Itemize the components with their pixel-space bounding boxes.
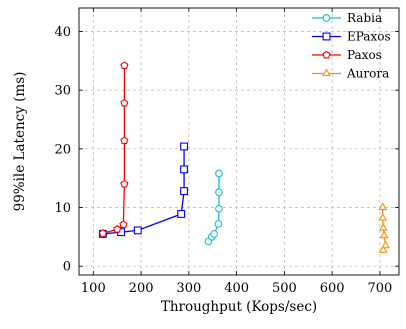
legend-item-rabia: Rabia [312,11,382,25]
epaxos-point [177,210,186,218]
rabia-point [215,188,223,197]
x-tick-label: 600 [320,281,345,296]
paxos-point [120,61,129,69]
aurora-point [378,202,388,211]
x-tick-label: 400 [224,281,249,296]
rabia-point [210,230,219,238]
legend-label-epaxos: EPaxos [347,30,391,44]
paxos-line [102,65,126,234]
series-layer [98,61,391,253]
x-tick-label: 200 [129,281,154,296]
series-epaxos [98,142,189,238]
aurora-point [378,222,388,231]
aurora-point [378,245,388,253]
grid-lines [79,8,399,275]
rabia-point [215,169,223,178]
y-axis-label: 99%ile Latency (ms) [12,72,28,212]
paxos-point [120,98,129,107]
series-paxos [98,61,129,237]
y-tick-label: 10 [54,201,71,216]
y-tick-label: 20 [54,142,71,157]
x-tick-label: 700 [367,281,392,296]
epaxos-point [180,187,189,196]
legend-item-paxos: Paxos [312,48,382,62]
paxos-point [119,220,128,228]
aurora-point [378,212,388,221]
x-tick-label: 100 [81,281,106,296]
epaxos-point [180,142,189,151]
legend-swatch-marker [322,32,331,41]
epaxos-point [133,226,142,235]
paxos-point [113,224,122,233]
epaxos-line [102,146,185,235]
legend-swatch-marker [322,68,331,77]
axis-ticks: 100 200 300 400 500 600 700 0 10 20 30 40 [54,8,399,296]
plot-area-frame [78,7,400,276]
series-aurora [378,202,391,253]
legend-label-paxos: Paxos [347,48,382,62]
legend-swatch-marker [322,50,331,59]
y-tick-label: 40 [54,25,71,40]
y-tick-label: 0 [63,260,71,275]
x-tick-label: 500 [272,281,297,296]
rabia-point [214,220,223,228]
legend-item-epaxos: EPaxos [312,30,391,44]
legend-label-aurora: Aurora [346,67,389,81]
paxos-point [98,229,107,237]
legend-item-aurora: Aurora [312,67,389,81]
y-tick-label: 30 [54,84,71,99]
paxos-point [120,136,129,145]
paxos-point [120,179,129,188]
series-rabia [204,169,223,246]
epaxos-point [180,165,189,174]
x-axis-label: Throughput (Kops/sec) [161,299,317,315]
aurora-point [379,230,389,239]
x-tick-label: 300 [176,281,201,296]
legend: Rabia EPaxos Paxos Aurora [312,11,391,81]
rabia-point [215,204,223,213]
aurora-point [381,240,391,249]
legend-swatch-marker [322,14,331,22]
legend-label-rabia: Rabia [347,11,382,25]
